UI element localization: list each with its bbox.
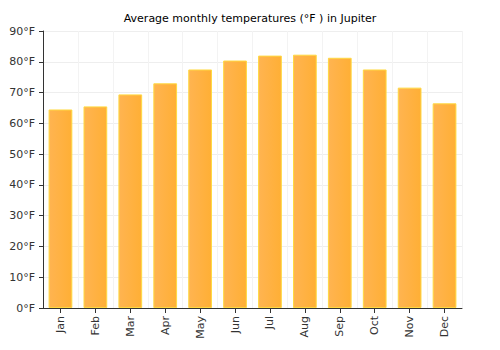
svg-text:Jan: Jan <box>54 316 67 334</box>
svg-text:40°F: 40°F <box>9 178 35 191</box>
svg-text:20°F: 20°F <box>9 240 35 253</box>
svg-text:Aug: Aug <box>298 316 311 337</box>
svg-text:Sep: Sep <box>333 316 346 337</box>
svg-text:0°F: 0°F <box>16 302 35 315</box>
svg-text:Mar: Mar <box>124 316 137 337</box>
svg-text:May: May <box>194 316 207 339</box>
svg-text:70°F: 70°F <box>9 86 35 99</box>
svg-text:Oct: Oct <box>368 315 381 335</box>
svg-text:90°F: 90°F <box>9 25 35 38</box>
svg-text:Nov: Nov <box>403 316 416 338</box>
svg-text:10°F: 10°F <box>9 271 35 284</box>
svg-text:Jul: Jul <box>263 316 276 330</box>
svg-text:Dec: Dec <box>438 316 451 337</box>
svg-text:30°F: 30°F <box>9 209 35 222</box>
svg-text:Jun: Jun <box>229 316 242 334</box>
svg-text:Apr: Apr <box>159 316 172 336</box>
svg-text:50°F: 50°F <box>9 148 35 161</box>
svg-text:Average monthly temperatures (: Average monthly temperatures (°F ) in Ju… <box>124 12 377 25</box>
svg-text:80°F: 80°F <box>9 55 35 68</box>
svg-text:60°F: 60°F <box>9 117 35 130</box>
svg-text:Feb: Feb <box>89 316 102 335</box>
